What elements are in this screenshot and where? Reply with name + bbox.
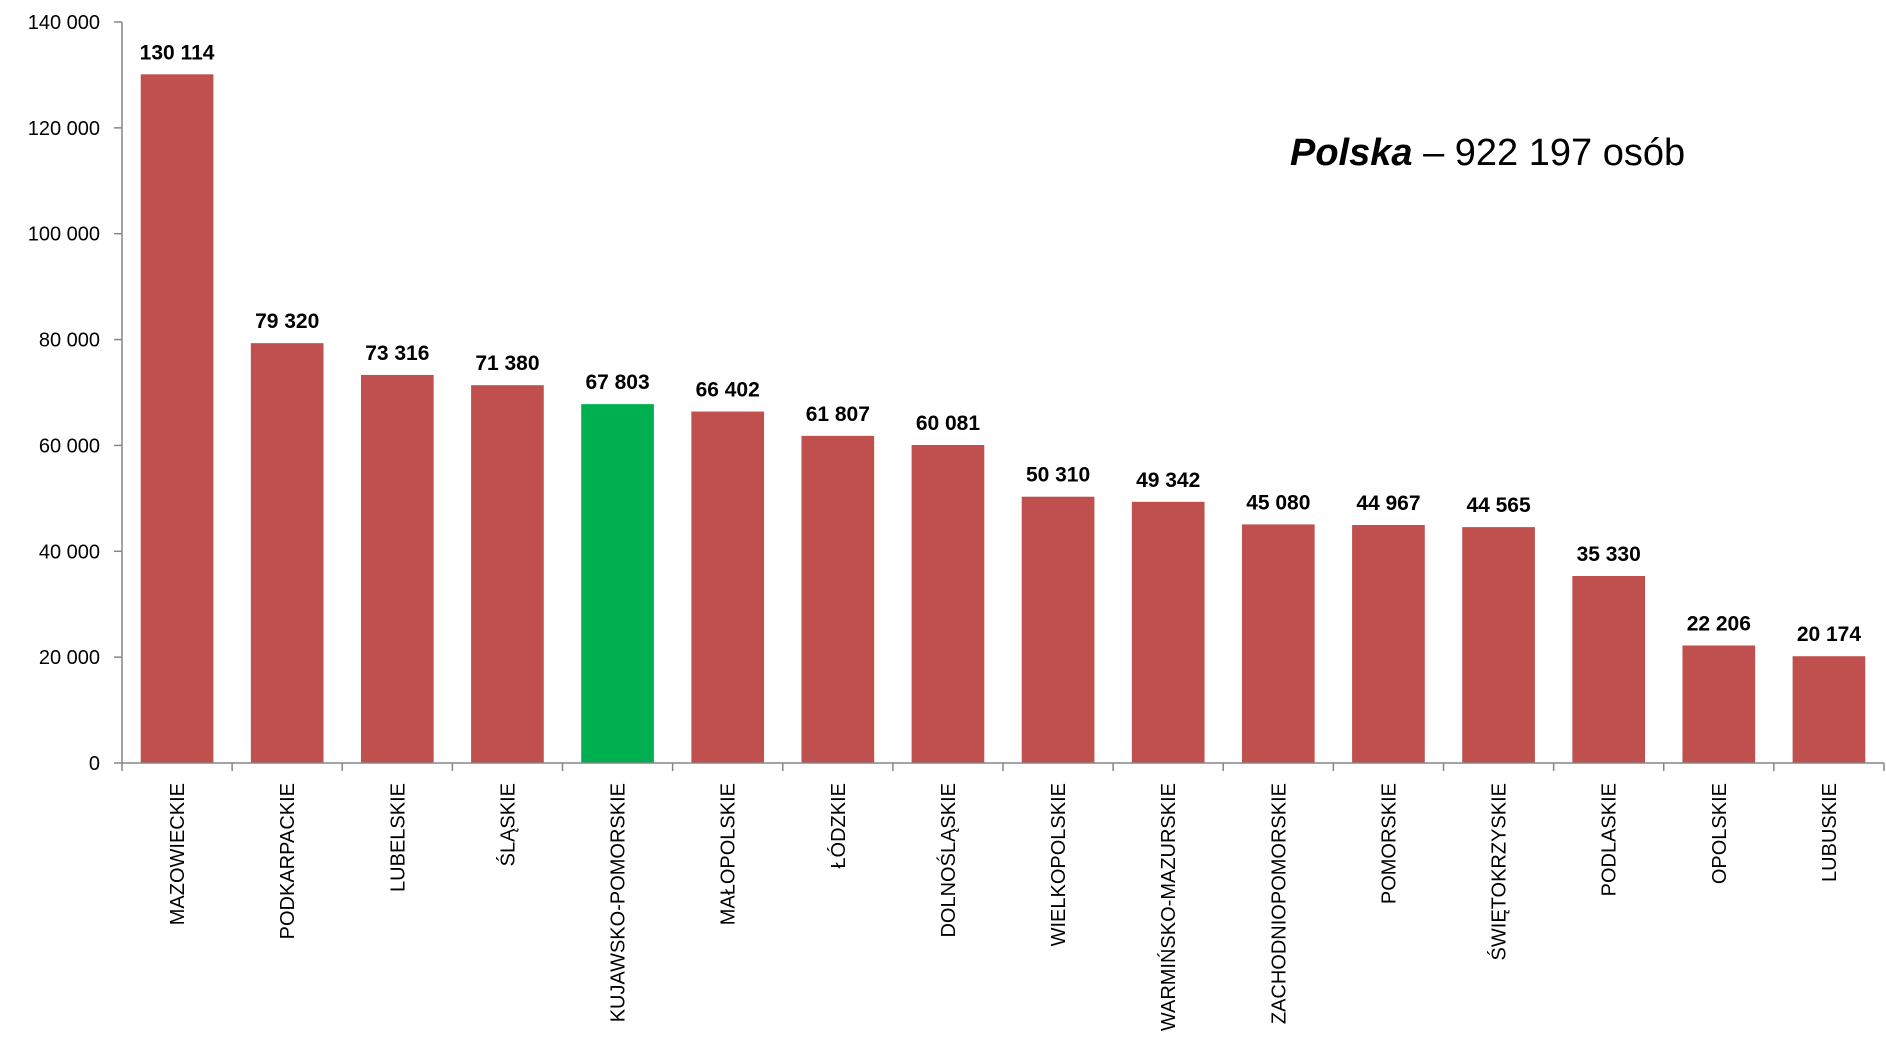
- data-label: 66 402: [696, 379, 760, 402]
- x-tick-label: LUBUSKIE: [1819, 783, 1841, 882]
- bar-świętokrzyskie: [1462, 527, 1535, 763]
- bar-mazowieckie: [140, 74, 214, 763]
- x-tick-label: MAŁOPOLSKIE: [718, 783, 740, 925]
- bar-śląskie: [471, 385, 544, 763]
- data-label: 130 114: [140, 41, 215, 64]
- x-tick-label: OPOLSKIE: [1709, 783, 1731, 884]
- data-label: 35 330: [1577, 543, 1641, 566]
- x-tick-label: DOLNOŚLĄSKIE: [936, 783, 960, 938]
- data-label: 61 807: [806, 403, 870, 426]
- bar-pomorskie: [1352, 524, 1425, 763]
- x-tick-label: ZACHODNIOPOMORSKIE: [1268, 783, 1290, 1024]
- bar-dolnośląskie: [911, 444, 985, 763]
- y-tick-label: 80 000: [39, 330, 100, 352]
- data-label: 49 342: [1136, 469, 1200, 492]
- bar-lubuskie: [1792, 656, 1866, 763]
- data-label: 67 803: [585, 371, 649, 394]
- bar-kujawsko-pomorskie: [581, 404, 654, 763]
- x-tick-label: LUBELSKIE: [387, 783, 409, 892]
- bar-łódzkie: [801, 435, 875, 763]
- bar-małopolskie: [691, 411, 765, 763]
- bars-layer: [140, 74, 1866, 763]
- x-tick-label: ŚLĄSKIE: [495, 783, 519, 866]
- data-labels-layer: 130 114 79 320 73 316 71 380 67 803 66 402 61 …: [140, 41, 1862, 646]
- x-tick-label: ŁÓDZKIE: [827, 783, 850, 869]
- data-label: 79 320: [255, 310, 319, 333]
- bar-podkarpackie: [250, 343, 324, 763]
- x-tick-label: POMORSKIE: [1378, 783, 1400, 904]
- x-tick-label: WARMIŃSKO-MAZURSKIE: [1157, 783, 1180, 1031]
- annotation-total: – 922 197 osób: [1412, 132, 1686, 174]
- x-tick-label: ŚWIĘTOKRZYSKIE: [1487, 783, 1511, 960]
- x-tick-label: MAZOWIECKIE: [167, 783, 189, 925]
- x-tick-label: PODKARPACKIE: [277, 783, 299, 939]
- bar-wielkopolskie: [1021, 496, 1095, 763]
- y-tick-label: 40 000: [39, 541, 100, 563]
- x-tick-label: KUJAWSKO-POMORSKIE: [608, 783, 630, 1022]
- bar-lubelskie: [360, 374, 434, 763]
- data-label: 44 967: [1356, 492, 1420, 515]
- bar-podlaskie: [1572, 576, 1646, 763]
- data-label: 60 081: [916, 412, 981, 435]
- bar-zachodniopomorskie: [1241, 524, 1315, 763]
- y-tick-label: 100 000: [28, 224, 100, 246]
- data-label: 71 380: [475, 352, 539, 375]
- axes-layer: MAZOWIECKIE PODKARPACKIE LUBELSKIE ŚLĄSKIE K…: [28, 12, 1885, 1031]
- y-tick-label: 0: [89, 753, 100, 775]
- y-tick-label: 60 000: [39, 435, 100, 457]
- bar-opolskie: [1682, 645, 1756, 763]
- data-label: 45 080: [1246, 491, 1310, 514]
- x-tick-label: WIELKOPOLSKIE: [1048, 783, 1070, 946]
- total-annotation: Polska – 922 197 osób: [1290, 132, 1685, 175]
- y-tick-label: 140 000: [28, 12, 100, 34]
- data-label: 22 206: [1687, 612, 1751, 635]
- data-label: 44 565: [1466, 494, 1531, 517]
- y-tick-label: 120 000: [28, 118, 100, 140]
- x-tick-label: PODLASKIE: [1599, 783, 1621, 896]
- annotation-country: Polska: [1290, 132, 1413, 174]
- data-label: 73 316: [365, 342, 429, 365]
- y-tick-label: 20 000: [39, 647, 100, 669]
- bar-warmińsko-mazurskie: [1131, 501, 1205, 763]
- data-label: 50 310: [1026, 464, 1090, 487]
- data-label: 20 174: [1797, 623, 1862, 646]
